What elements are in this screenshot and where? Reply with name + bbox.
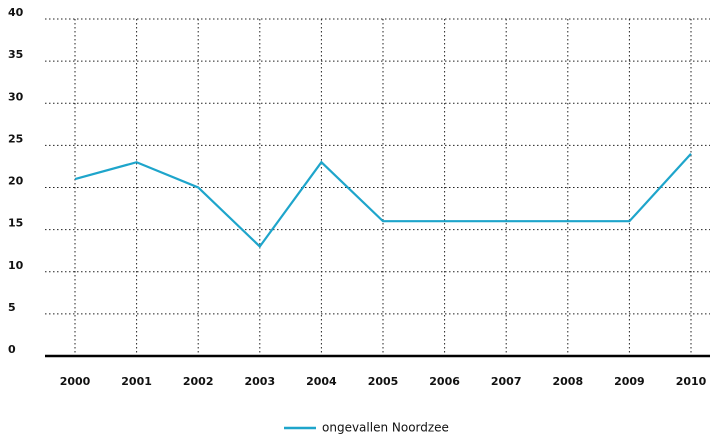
y-tick-label: 20 (8, 175, 24, 188)
x-tick-label: 2006 (429, 375, 460, 388)
x-tick-label: 2000 (60, 375, 91, 388)
y-tick-label: 5 (8, 301, 16, 314)
y-tick-label: 15 (8, 217, 23, 230)
x-tick-label: 2002 (183, 375, 214, 388)
x-tick-label: 2010 (676, 375, 707, 388)
y-tick-label: 0 (8, 343, 16, 356)
x-tick-label: 2007 (491, 375, 522, 388)
x-tick-label: 2008 (552, 375, 583, 388)
y-tick-label: 40 (8, 6, 24, 19)
legend-label: ongevallen Noordzee (322, 421, 449, 435)
data-line (74, 153, 692, 249)
y-tick-label: 35 (8, 48, 23, 61)
x-tick-label: 2004 (306, 375, 337, 388)
y-tick-label: 25 (8, 132, 23, 145)
x-tick-label: 2001 (121, 375, 152, 388)
x-tick-label: 2005 (368, 375, 399, 388)
x-tick-label: 2003 (244, 375, 275, 388)
y-tick-label: 10 (8, 259, 24, 272)
x-tick-label: 2009 (614, 375, 645, 388)
y-tick-label: 30 (8, 90, 24, 103)
